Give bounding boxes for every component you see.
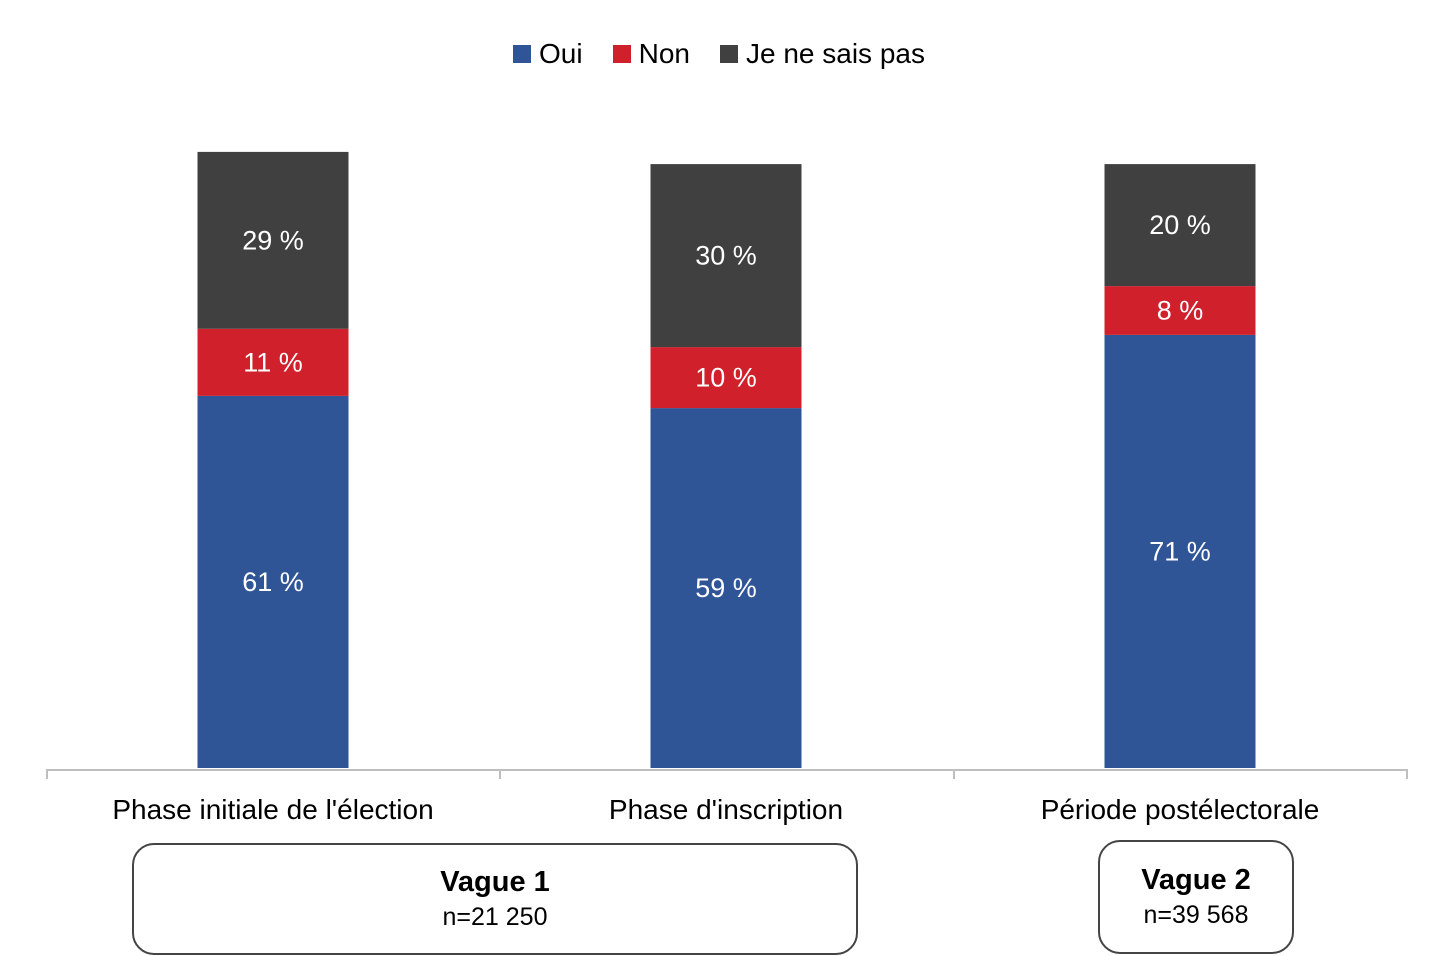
wave-1-sample-size: n=21 250 [442, 903, 548, 931]
bar-ne-sais-pas-1 [197, 151, 349, 329]
wave-1-title: Vague 1 [440, 866, 550, 898]
legend-item-ne-sais-pas: Je ne sais pas [719, 38, 925, 70]
legend: Oui Non Je ne sais pas [0, 38, 1438, 70]
bar-oui-1 [197, 395, 349, 768]
wave-1-box: Vague 1 n=21 250 [132, 843, 858, 955]
data-label-ne-sais-pas-2: 30 % [695, 241, 757, 271]
legend-label-oui: Oui [539, 38, 583, 69]
x-tick-label-periode-postelectorale: Période postélectorale [1040, 794, 1320, 825]
wave-2-title: Vague 2 [1141, 864, 1251, 896]
bar-oui-2 [650, 408, 802, 768]
data-label-non-1: 11 % [243, 347, 303, 377]
data-label-oui-3: 71 % [1149, 536, 1211, 566]
legend-swatch-ne-sais-pas [719, 45, 738, 63]
x-tick-label-phase-initiale: Phase initiale de l'élection [112, 794, 434, 825]
data-label-ne-sais-pas-1: 29 % [242, 225, 304, 255]
x-axis [46, 769, 1408, 779]
bar-ne-sais-pas-2 [650, 164, 802, 348]
bar-non-1 [197, 328, 349, 396]
data-label-non-3: 8 % [1157, 296, 1204, 326]
legend-item-non: Non [612, 38, 690, 70]
data-label-oui-2: 59 % [695, 573, 757, 603]
bar-ne-sais-pas-3 [1104, 164, 1256, 287]
legend-swatch-oui [513, 45, 532, 63]
wave-2-box: Vague 2 n=39 568 [1098, 840, 1294, 954]
legend-label-non: Non [638, 38, 690, 69]
legend-swatch-non [612, 45, 631, 63]
legend-item-oui: Oui [513, 38, 583, 70]
wave-2-sample-size: n=39 568 [1143, 901, 1249, 929]
data-label-ne-sais-pas-3: 20 % [1149, 210, 1211, 240]
bars-group: 61 % 11 % 29 % 59 % 10 % 30 % 71 % 8 % 20 % [197, 151, 1256, 768]
bar-oui-3 [1104, 334, 1256, 768]
data-label-oui-1: 61 % [242, 567, 304, 597]
legend-label-ne-sais-pas: Je ne sais pas [745, 38, 925, 69]
bar-non-3 [1104, 286, 1256, 335]
data-label-non-2: 10 % [695, 363, 757, 393]
bar-non-2 [650, 347, 802, 409]
x-tick-label-phase-inscription: Phase d'inscription [608, 794, 844, 825]
